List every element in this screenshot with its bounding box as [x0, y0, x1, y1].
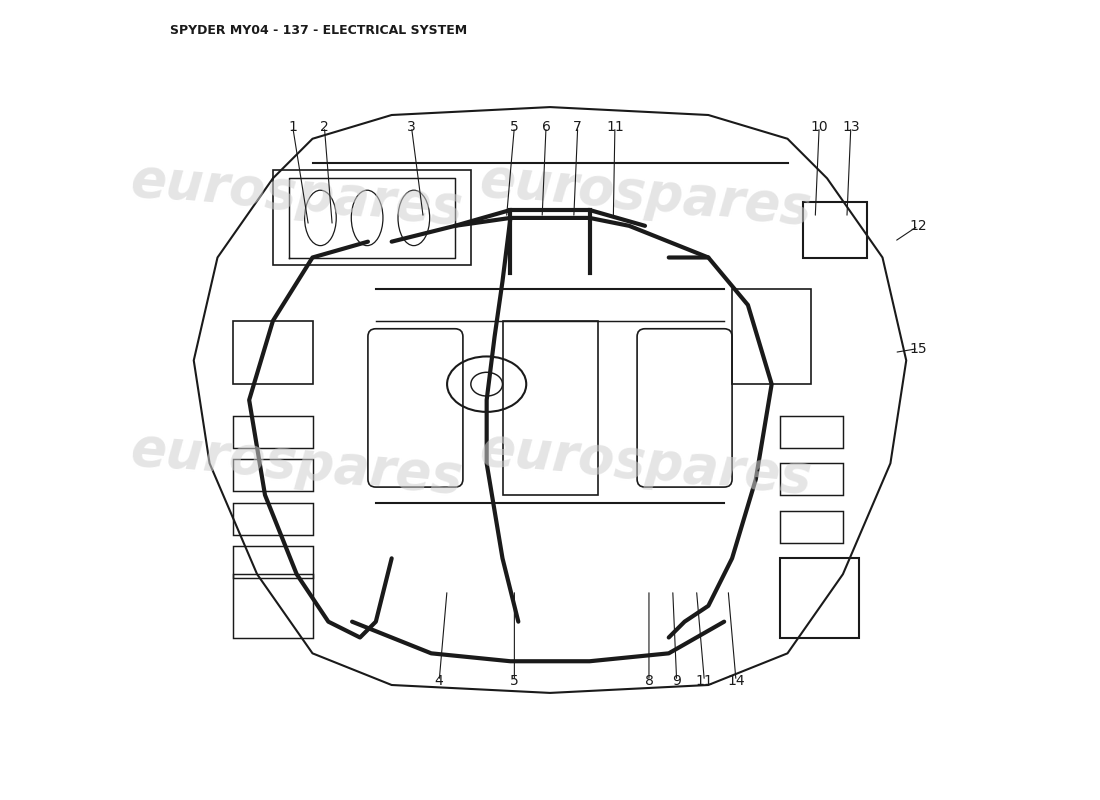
Text: 15: 15 — [910, 342, 927, 355]
Text: 10: 10 — [811, 120, 828, 134]
Text: eurospares: eurospares — [129, 423, 465, 504]
Text: 14: 14 — [727, 674, 745, 688]
Text: 3: 3 — [407, 120, 416, 134]
Text: 2: 2 — [320, 120, 329, 134]
Text: 4: 4 — [434, 674, 443, 688]
Text: 12: 12 — [910, 219, 927, 233]
Text: 13: 13 — [842, 120, 859, 134]
Text: 9: 9 — [672, 674, 681, 688]
Text: 11: 11 — [695, 674, 713, 688]
Text: 5: 5 — [510, 120, 519, 134]
Text: eurospares: eurospares — [476, 154, 813, 234]
Text: 7: 7 — [573, 120, 582, 134]
Text: eurospares: eurospares — [129, 154, 465, 234]
Text: 8: 8 — [645, 674, 653, 688]
Text: 11: 11 — [606, 120, 624, 134]
Text: SPYDER MY04 - 137 - ELECTRICAL SYSTEM: SPYDER MY04 - 137 - ELECTRICAL SYSTEM — [170, 24, 468, 37]
Text: 5: 5 — [510, 674, 519, 688]
Text: 6: 6 — [541, 120, 550, 134]
Text: 1: 1 — [288, 120, 297, 134]
Text: eurospares: eurospares — [476, 423, 813, 504]
